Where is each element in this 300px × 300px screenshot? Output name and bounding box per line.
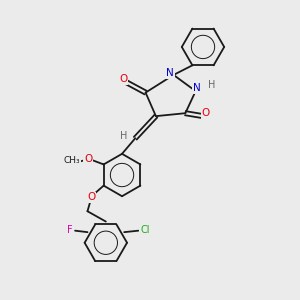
Text: N: N [193, 83, 201, 93]
Text: F: F [67, 225, 73, 235]
Text: CH₃: CH₃ [64, 156, 80, 165]
Text: O: O [202, 108, 210, 118]
Text: O: O [84, 154, 92, 164]
Text: H: H [120, 131, 128, 141]
Text: N: N [166, 68, 174, 78]
Text: H: H [208, 80, 215, 90]
Text: Cl: Cl [140, 225, 150, 235]
Text: O: O [87, 192, 95, 203]
Text: O: O [119, 74, 128, 84]
